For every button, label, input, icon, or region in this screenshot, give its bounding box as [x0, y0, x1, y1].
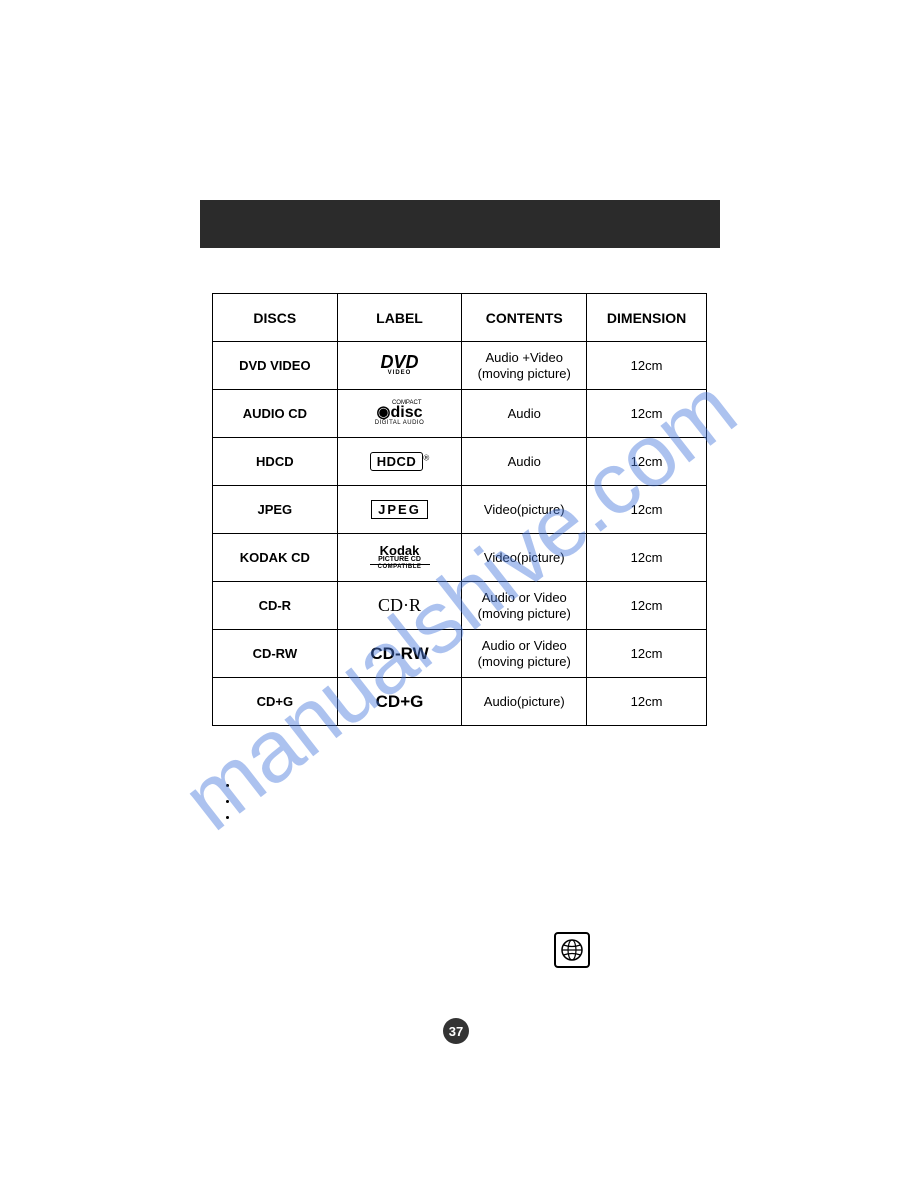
disc-type-cell: JPEG [213, 486, 338, 534]
header-contents: CONTENTS [462, 294, 587, 342]
label-logo-cell: CD-RW [337, 630, 462, 678]
table-row: AUDIO CDCOMPACT◉discDIGITAL AUDIOAudio12… [213, 390, 707, 438]
dvd-logo-icon: DVDVIDEO [338, 355, 462, 376]
header-bar [200, 200, 720, 248]
dimension-cell: 12cm [587, 486, 707, 534]
label-logo-cell: KodakPICTURE CDCOMPATIBLE [337, 534, 462, 582]
globe-icon [560, 938, 584, 962]
label-logo-cell: CD·R [337, 582, 462, 630]
table-row: DVD VIDEODVDVIDEOAudio +Video(moving pic… [213, 342, 707, 390]
disc-type-cell: CD+G [213, 678, 338, 726]
page-number-badge: 37 [443, 1018, 469, 1044]
label-logo-cell: CD+G [337, 678, 462, 726]
header-dimension: DIMENSION [587, 294, 707, 342]
dimension-cell: 12cm [587, 678, 707, 726]
contents-cell: Video(picture) [462, 486, 587, 534]
header-label: LABEL [337, 294, 462, 342]
hdcd-logo-icon: HDCD [370, 452, 424, 471]
dimension-cell: 12cm [587, 630, 707, 678]
compact-disc-logo-icon: COMPACT◉discDIGITAL AUDIO [338, 401, 462, 426]
label-logo-cell: JPEG [337, 486, 462, 534]
contents-cell: Audio [462, 438, 587, 486]
region-code-box [554, 932, 590, 968]
table-row: HDCDHDCD®Audio12cm [213, 438, 707, 486]
contents-cell: Audio or Video(moving picture) [462, 630, 587, 678]
dimension-cell: 12cm [587, 342, 707, 390]
contents-cell: Audio or Video(moving picture) [462, 582, 587, 630]
table-row: JPEG JPEG Video(picture)12cm [213, 486, 707, 534]
disc-type-cell: CD-RW [213, 630, 338, 678]
label-logo-cell: COMPACT◉discDIGITAL AUDIO [337, 390, 462, 438]
dimension-cell: 12cm [587, 438, 707, 486]
table-row: CD-RW CD-RW Audio or Video(moving picture)… [213, 630, 707, 678]
cdr-logo-icon: CD·R [378, 595, 421, 615]
contents-cell: Video(picture) [462, 534, 587, 582]
jpeg-logo-icon: JPEG [371, 500, 428, 519]
contents-cell: Audio [462, 390, 587, 438]
table-header-row: DISCS LABEL CONTENTS DIMENSION [213, 294, 707, 342]
cdg-logo-icon: CD+G [376, 692, 424, 711]
kodak-logo-icon: KodakPICTURE CDCOMPATIBLE [338, 545, 462, 570]
dimension-cell: 12cm [587, 534, 707, 582]
contents-cell: Audio +Video(moving picture) [462, 342, 587, 390]
dimension-cell: 12cm [587, 582, 707, 630]
page-number: 37 [449, 1024, 463, 1039]
table-row: KODAK CDKodakPICTURE CDCOMPATIBLEVideo(p… [213, 534, 707, 582]
cdrw-logo-icon: CD-RW [370, 644, 428, 663]
disc-type-cell: CD-R [213, 582, 338, 630]
dimension-cell: 12cm [587, 390, 707, 438]
disc-type-cell: HDCD [213, 438, 338, 486]
label-logo-cell: DVDVIDEO [337, 342, 462, 390]
disc-compatibility-table: DISCS LABEL CONTENTS DIMENSION DVD VIDEO… [212, 293, 707, 726]
header-discs: DISCS [213, 294, 338, 342]
disc-type-cell: KODAK CD [213, 534, 338, 582]
manual-page: DISCS LABEL CONTENTS DIMENSION DVD VIDEO… [0, 0, 918, 1188]
table-row: CD+G CD+G Audio(picture)12cm [213, 678, 707, 726]
table-row: CD-R CD·R Audio or Video(moving picture)12… [213, 582, 707, 630]
label-logo-cell: HDCD® [337, 438, 462, 486]
disc-type-cell: DVD VIDEO [213, 342, 338, 390]
disc-type-cell: AUDIO CD [213, 390, 338, 438]
contents-cell: Audio(picture) [462, 678, 587, 726]
